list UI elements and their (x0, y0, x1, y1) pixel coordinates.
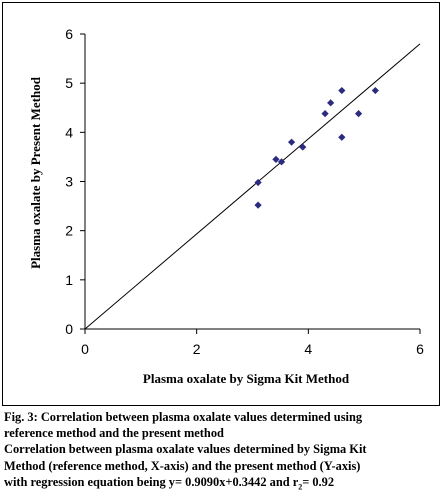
data-point (338, 133, 346, 141)
reference-line-group (84, 43, 421, 330)
caption-line-5-suffix: = 0.92 (302, 474, 335, 489)
x-tick-label: 2 (193, 341, 201, 357)
data-point (299, 143, 307, 151)
y-tick-label: 5 (65, 75, 73, 91)
y-tick-label: 2 (65, 223, 73, 239)
caption-line-5-prefix: with regression equation being y= 0.9090… (4, 474, 299, 489)
y-tick-label: 3 (65, 174, 73, 190)
axes (80, 33, 421, 334)
figure-caption: Fig. 3: Correlation between plasma oxala… (4, 409, 440, 495)
scatter-chart: 0 1 2 3 4 5 6 0 2 4 6 Plasma oxalate by Sigma Kit … (28, 26, 424, 386)
y-tick-label: 6 (65, 26, 73, 42)
data-point (272, 155, 280, 163)
x-tick-label: 6 (416, 341, 424, 357)
data-point (287, 138, 296, 146)
x-tick-label: 4 (304, 341, 312, 357)
y-axis-title: Plasma oxalate by Present Method (28, 76, 43, 269)
y-tick-label: 0 (65, 321, 73, 337)
tick-labels: 0 1 2 3 4 5 6 0 2 4 6 (65, 26, 424, 357)
caption-line-5: with regression equation being y= 0.9090… (4, 474, 440, 496)
caption-line-5-subscript: 2 (298, 482, 303, 492)
caption-line-2: reference method and the present method (4, 426, 224, 441)
data-point (254, 178, 262, 187)
data-point (371, 86, 379, 95)
data-point (254, 201, 262, 209)
caption-line-4: Method (reference method, X-axis) and th… (4, 458, 361, 473)
data-points (254, 86, 379, 209)
chart-frame: 0 1 2 3 4 5 6 0 2 4 6 Plasma oxalate by Sigma Kit … (2, 2, 440, 406)
x-tick-label: 0 (81, 341, 89, 357)
data-point (321, 110, 329, 118)
data-point (277, 158, 286, 166)
y-tick-label: 1 (65, 272, 73, 288)
reference-line (84, 43, 421, 330)
y-tick-label: 4 (65, 124, 73, 140)
data-point (354, 110, 363, 118)
data-point (327, 99, 335, 107)
caption-line-1: Fig. 3: Correlation between plasma oxala… (4, 410, 363, 424)
x-axis-title: Plasma oxalate by Sigma Kit Method (143, 371, 350, 386)
data-point (338, 86, 346, 95)
caption-line-3: Correlation between plasma oxalate value… (4, 442, 367, 457)
